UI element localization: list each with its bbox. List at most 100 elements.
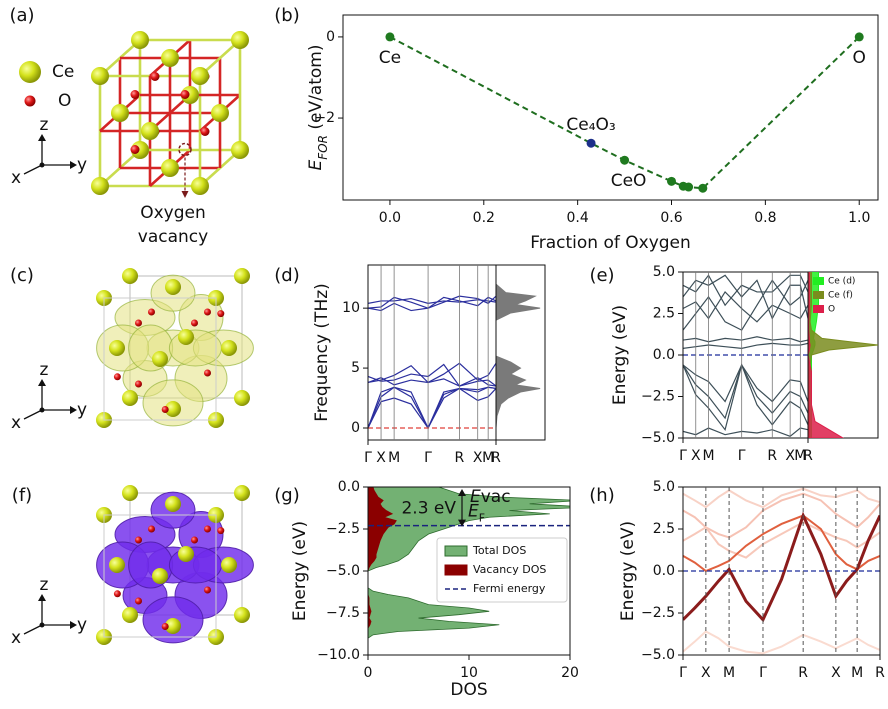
ce-atom bbox=[178, 546, 194, 562]
dos-area bbox=[496, 272, 540, 434]
y-axis-label-part: FOR bbox=[316, 135, 330, 160]
ce-atom bbox=[109, 340, 125, 356]
ce-atom bbox=[152, 351, 168, 367]
y-tick-label: −5.0 bbox=[326, 563, 360, 579]
legend-text: Vacancy DOS bbox=[473, 563, 546, 576]
arrow-head bbox=[182, 191, 189, 198]
legend-text: Ce bbox=[52, 62, 74, 82]
x-tick-label: Γ bbox=[738, 448, 746, 464]
o-atom bbox=[162, 406, 169, 413]
y-tick-label: 0 bbox=[351, 420, 360, 436]
y-tick-label: 0.0 bbox=[338, 479, 360, 495]
o-atom bbox=[135, 320, 142, 327]
axis-label: x bbox=[11, 413, 21, 433]
point-label: Ce₄O₃ bbox=[566, 115, 615, 135]
data-point bbox=[667, 177, 676, 186]
axes-icon: z x y bbox=[11, 360, 87, 433]
axis-label: z bbox=[40, 575, 49, 595]
x-tick-label: Γ bbox=[424, 450, 432, 466]
x-tick-label: Γ bbox=[679, 448, 687, 464]
origin bbox=[40, 623, 45, 628]
y-tick-label: 0 bbox=[326, 29, 335, 45]
origin bbox=[40, 163, 45, 168]
o-atom bbox=[217, 527, 224, 534]
legend-text: O bbox=[58, 91, 71, 111]
y-tick-label: 2.5 bbox=[653, 521, 675, 537]
ce-atom bbox=[234, 485, 250, 501]
ce-atom bbox=[122, 607, 138, 623]
y-tick-label: −2.5 bbox=[641, 389, 675, 405]
annotation-part: vac bbox=[481, 487, 511, 507]
x-tick-label: M bbox=[723, 665, 735, 681]
legend-text: Total DOS bbox=[472, 544, 526, 557]
band bbox=[683, 489, 880, 507]
x-tick-label: R bbox=[803, 448, 813, 464]
ce-atom bbox=[165, 496, 181, 512]
axis-label: y bbox=[77, 400, 87, 420]
o-atom bbox=[201, 127, 210, 136]
band bbox=[368, 364, 496, 386]
o-atom bbox=[114, 373, 121, 380]
y-tick-label: 5 bbox=[351, 360, 360, 376]
x-tick-label: X bbox=[376, 450, 386, 466]
x-tick-label: 0.2 bbox=[473, 210, 495, 226]
x-tick-label: R bbox=[455, 450, 465, 466]
y-axis-label: Energy (eV) bbox=[610, 305, 630, 405]
o-atom bbox=[148, 526, 155, 533]
ce-atom bbox=[191, 67, 209, 85]
ce-atom bbox=[231, 141, 249, 159]
y-tick-label: 5.0 bbox=[653, 264, 675, 280]
ce-atom bbox=[178, 329, 194, 345]
x-tick-label: 0.8 bbox=[754, 210, 776, 226]
o-atom bbox=[131, 145, 140, 154]
x-tick-label: 10 bbox=[460, 665, 478, 681]
y-axis-label-part: E bbox=[306, 159, 326, 170]
o-atom bbox=[135, 537, 142, 544]
ce-atom bbox=[221, 340, 237, 356]
y-tick-label: 0.0 bbox=[653, 563, 675, 579]
band bbox=[683, 343, 808, 348]
axis-label: y bbox=[77, 615, 87, 635]
ce-atom bbox=[122, 390, 138, 406]
x-tick-label: 20 bbox=[561, 665, 579, 681]
ce-atom bbox=[211, 104, 229, 122]
x-tick-label: 0.0 bbox=[379, 210, 401, 226]
x-tick-label: 1.0 bbox=[848, 210, 870, 226]
band bbox=[683, 337, 808, 342]
panel-label: (c) bbox=[10, 265, 34, 286]
data-point bbox=[587, 139, 596, 148]
origin bbox=[40, 408, 45, 413]
charge-density bbox=[169, 547, 221, 583]
axis-label: x bbox=[11, 168, 21, 188]
data-point bbox=[620, 156, 629, 165]
axis-arrow bbox=[24, 165, 42, 174]
o-atom bbox=[135, 381, 142, 388]
x-tick-label: X bbox=[701, 665, 711, 681]
ce-atom bbox=[234, 268, 250, 284]
axis-label: z bbox=[40, 115, 49, 135]
axis-label: y bbox=[77, 155, 87, 175]
o-atom bbox=[217, 310, 224, 317]
y-tick-label: −2.5 bbox=[326, 521, 360, 537]
x-tick-label: R bbox=[798, 665, 808, 681]
data-point bbox=[385, 32, 394, 41]
y-tick-label: −5.0 bbox=[641, 647, 675, 663]
ce-atom bbox=[231, 31, 249, 49]
x-tick-label: Γ bbox=[759, 665, 767, 681]
band bbox=[683, 522, 880, 557]
o-atom bbox=[131, 90, 140, 99]
x-tick-label: R bbox=[875, 665, 885, 681]
band bbox=[683, 428, 808, 436]
ce-atom bbox=[122, 268, 138, 284]
panel-label: (e) bbox=[589, 265, 614, 286]
o-atom bbox=[191, 537, 198, 544]
y-tick-label: 0.0 bbox=[653, 347, 675, 363]
x-tick-label: R bbox=[491, 450, 501, 466]
point-label: Ce bbox=[379, 48, 401, 68]
o-atom bbox=[114, 590, 121, 597]
ce-atom bbox=[109, 557, 125, 573]
point-label: CeO bbox=[611, 171, 647, 191]
legend-swatch bbox=[445, 565, 467, 575]
axis-label: z bbox=[40, 360, 49, 380]
annotation-part: F bbox=[479, 511, 485, 524]
